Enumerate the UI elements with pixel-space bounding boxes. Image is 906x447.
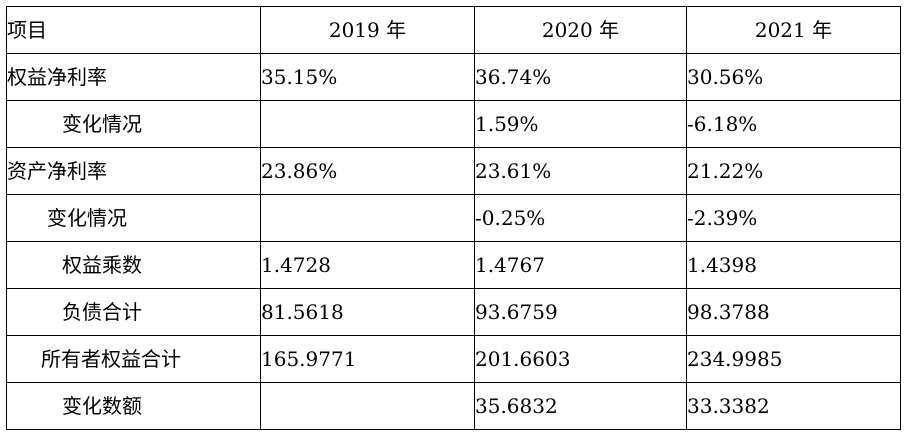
cell-2021: 234.9985	[686, 335, 901, 383]
header-year-2019: 2019 年	[260, 6, 475, 54]
cell-2021: -6.18%	[686, 100, 901, 148]
cell-2021: 98.3788	[686, 288, 901, 336]
header-year-2021: 2021 年	[686, 6, 901, 54]
row-label: 权益乘数	[6, 241, 261, 289]
cell-2020: 201.6603	[474, 335, 687, 383]
cell-2021: 33.3382	[686, 382, 901, 430]
cell-2019: 23.86%	[260, 147, 475, 195]
table-row: 资产净利率 23.86% 23.61% 21.22%	[6, 147, 901, 195]
table-row: 负债合计 81.5618 93.6759 98.3788	[6, 288, 901, 336]
row-label: 权益净利率	[6, 53, 261, 101]
row-label: 变化情况	[6, 194, 261, 242]
cell-2019: 81.5618	[260, 288, 475, 336]
cell-2020: 35.6832	[474, 382, 687, 430]
cell-2021: -2.39%	[686, 194, 901, 242]
table-header-row: 项目 2019 年 2020 年 2021 年	[6, 6, 901, 54]
table-row: 权益乘数 1.4728 1.4767 1.4398	[6, 241, 901, 289]
header-year-2020: 2020 年	[474, 6, 687, 54]
table-row: 所有者权益合计 165.9771 201.6603 234.9985	[6, 335, 901, 383]
row-label: 变化数额	[6, 382, 261, 430]
row-label: 变化情况	[6, 100, 261, 148]
row-label: 负债合计	[6, 288, 261, 336]
table-row: 变化数额 35.6832 33.3382	[6, 382, 901, 430]
cell-2019: 1.4728	[260, 241, 475, 289]
header-item: 项目	[6, 6, 261, 54]
cell-2021: 1.4398	[686, 241, 901, 289]
table-row: 变化情况 1.59% -6.18%	[6, 100, 901, 148]
cell-2019: 165.9771	[260, 335, 475, 383]
cell-2020: 93.6759	[474, 288, 687, 336]
cell-2019: 35.15%	[260, 53, 475, 101]
cell-2020: 23.61%	[474, 147, 687, 195]
table-row: 变化情况 -0.25% -2.39%	[6, 194, 901, 242]
cell-2020: -0.25%	[474, 194, 687, 242]
cell-2021: 21.22%	[686, 147, 901, 195]
cell-2019	[260, 100, 475, 148]
cell-2020: 1.4767	[474, 241, 687, 289]
financial-ratio-table: 项目 2019 年 2020 年 2021 年 权益净利率 35.15% 36.…	[6, 6, 901, 430]
cell-2020: 36.74%	[474, 53, 687, 101]
row-label: 资产净利率	[6, 147, 261, 195]
row-label: 所有者权益合计	[6, 335, 261, 383]
cell-2019	[260, 382, 475, 430]
cell-2021: 30.56%	[686, 53, 901, 101]
cell-2019	[260, 194, 475, 242]
cell-2020: 1.59%	[474, 100, 687, 148]
table-row: 权益净利率 35.15% 36.74% 30.56%	[6, 53, 901, 101]
